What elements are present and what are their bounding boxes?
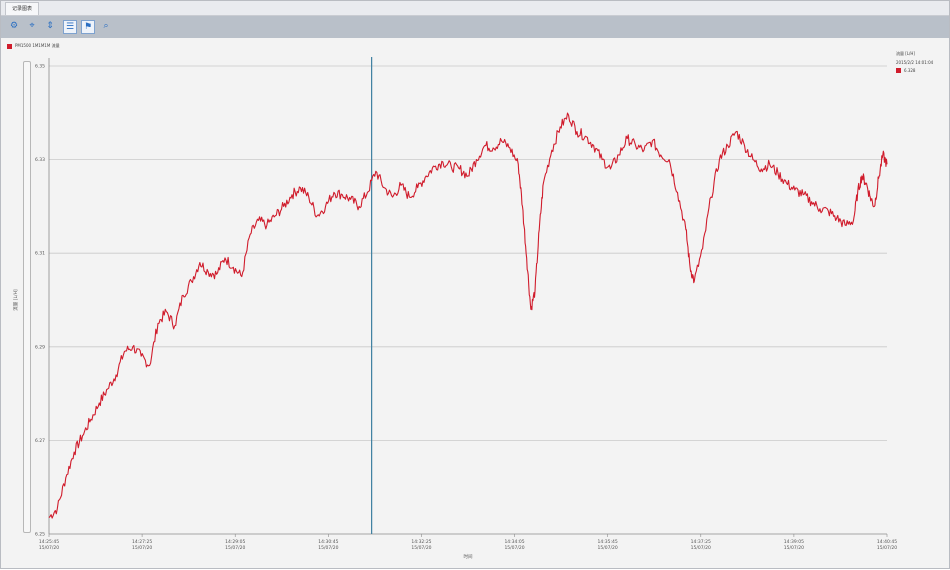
settings-icon[interactable]: ⚙ [9,21,19,31]
x-axis-title: 时间 [464,553,473,560]
x-tick-date: 15/07/20 [784,545,804,551]
x-tick-time: 14:40:45 [877,539,897,545]
y-tick-label: 6.31 [35,251,45,257]
vertical-scroll-track[interactable] [23,61,31,533]
x-tick-date: 15/07/20 [132,545,152,551]
x-tick-time: 14:27:25 [132,539,152,545]
x-tick-time: 14:30:45 [318,539,338,545]
x-tick-time: 14:34:05 [504,539,524,545]
series-color-swatch [7,43,12,49]
x-tick-time: 14:25:45 [39,539,59,545]
list-icon[interactable]: ☰ [63,20,77,34]
legend-title: 流量 [L/H] [896,51,915,56]
x-tick-date: 15/07/20 [877,545,897,551]
series-header: PM1500 1M1M1M 流量 [7,41,60,51]
x-tick-time: 14:32:25 [411,539,431,545]
legend-entry-value: 6.328 [904,68,916,73]
y-axis-title: 流量 [L/H] [12,289,19,311]
series-line [48,112,888,519]
series-header-label: PM1500 1M1M1M 流量 [15,43,60,48]
x-tick-time: 14:39:05 [784,539,804,545]
y-tick-label: 6.27 [35,438,45,444]
x-tick-date: 15/07/20 [691,545,711,551]
y-tick-label: 6.33 [35,157,45,163]
x-tick-date: 15/07/20 [504,545,524,551]
x-tick-date: 15/07/20 [411,545,431,551]
vertical-arrows-icon[interactable]: ⇕ [46,21,54,31]
x-tick-date: 15/07/20 [598,545,618,551]
y-tick-label: 6.29 [35,344,45,350]
x-tick-date: 15/07/20 [318,545,338,551]
crosshair-icon[interactable]: ⌖ [29,21,35,31]
legend-swatch [896,68,901,73]
x-tick-date: 15/07/20 [225,545,245,551]
x-tick-time: 14:35:45 [598,539,618,545]
zoom-icon[interactable]: ⌕ [103,21,109,31]
legend-timestamp: 2015/2/2 14:01:04 [896,60,934,65]
tab-bar: 记录图表 [1,1,949,16]
x-tick-date: 15/07/20 [39,545,59,551]
legend: 流量 [L/H] 2015/2/2 14:01:04 6.328 [896,51,948,76]
chart-toolbar: ⚙ ⌖ ⇕ ☰ ⚑ ⌕ [1,16,949,38]
y-tick-label: 6.25 [35,532,45,538]
legend-entry: 6.328 [896,68,948,73]
x-tick-time: 14:29:05 [225,539,245,545]
y-tick-label: 6.35 [35,64,45,70]
tab-record-chart[interactable]: 记录图表 [5,2,40,15]
flag-icon[interactable]: ⚑ [81,20,95,34]
x-tick-time: 14:37:25 [691,539,711,545]
